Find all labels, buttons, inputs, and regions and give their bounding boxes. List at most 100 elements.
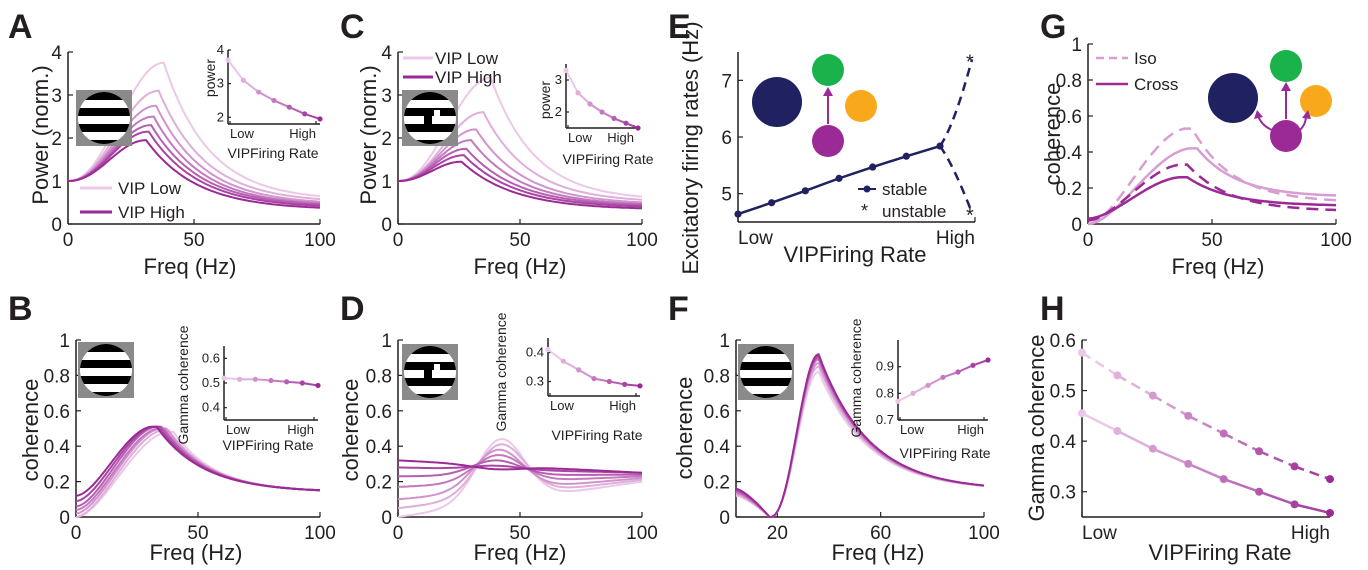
inset-series-segment	[258, 91, 275, 102]
series-line-iso	[1087, 163, 1337, 222]
inset-x-label: VIPFiring Rate	[551, 427, 642, 443]
inset-series-segment	[897, 392, 914, 403]
population-vip-node	[1270, 120, 1302, 152]
legend-label-stable: stable	[882, 180, 927, 199]
y-tick-label: 0.7	[876, 412, 894, 427]
legend: stable * unstable	[858, 180, 946, 221]
panel-g: G 0 50 100 0 0.2 0.4 0.6 0.8 1 Freq (Hz) coheren…	[1040, 8, 1352, 279]
iso-segment	[1152, 394, 1189, 417]
x-tick-label: 100	[626, 230, 658, 251]
panel-letter: F	[668, 290, 689, 328]
y-tick-label: 0.2	[44, 473, 70, 494]
y-tick-label: 0	[719, 508, 730, 529]
series-line	[67, 115, 321, 205]
inset-data-point	[587, 101, 593, 107]
series-line	[67, 139, 321, 209]
iso-segment	[1223, 432, 1260, 453]
network-diagram-icon	[1208, 50, 1332, 152]
series-line	[67, 104, 321, 203]
cross-data-point	[1148, 444, 1157, 453]
inset-data-point	[623, 120, 629, 126]
inset-data-point	[622, 381, 628, 387]
x-axis-label: Freq (Hz)	[144, 254, 237, 279]
y-tick-label: 6	[721, 128, 732, 149]
x-tick-label: 50	[183, 230, 204, 251]
inset-y-label: Gamma coherence	[493, 312, 509, 431]
legend-marker-stable	[863, 185, 871, 193]
x-tick-label: 50	[187, 523, 208, 544]
inset-series-segment	[304, 112, 321, 120]
y-tick-label: 0	[51, 215, 62, 236]
cross-data-point	[1219, 475, 1228, 484]
y-tick-label: 0.2	[1056, 179, 1082, 200]
series-line	[398, 459, 642, 478]
panel-letter: D	[340, 290, 365, 328]
cross-segment	[1258, 490, 1295, 506]
series-line	[398, 154, 643, 208]
x-tick-label: Low	[230, 126, 254, 141]
x-tick-label: 50	[1201, 230, 1222, 251]
y-tick-label: 0.8	[1056, 71, 1082, 92]
y-tick-label: 0.6	[1050, 331, 1076, 352]
legend: VIP Low VIP High	[80, 179, 185, 222]
panel-letter: B	[8, 290, 33, 328]
inset-series-segment	[547, 348, 564, 362]
inset-data-point	[895, 398, 901, 404]
iso-segment	[1081, 351, 1119, 377]
x-tick-label: 100	[968, 523, 1000, 544]
inset-x-label: VIPFiring Rate	[562, 151, 653, 167]
inset-data-point	[635, 125, 641, 131]
inset-series-segment	[578, 369, 595, 380]
legend-marker-unstable: *	[861, 201, 868, 221]
inset-data-point	[299, 380, 305, 386]
series-line	[735, 353, 985, 518]
inset-data-point	[576, 367, 582, 373]
series-line	[75, 425, 321, 497]
inset-y-label: Gamma coherence	[848, 318, 864, 437]
inset-data-point	[286, 104, 292, 110]
inset-data-point	[985, 357, 991, 363]
inset-series-segment	[302, 382, 319, 387]
series-line-cross	[1087, 147, 1337, 226]
x-tick-label: 0	[393, 523, 404, 544]
legend: Iso Cross	[1096, 49, 1178, 94]
panel-h: H Low High 0.3 0.4 0.5 0.6 VIPFiring Rate Gam…	[1024, 290, 1334, 565]
population-sst-node	[812, 54, 844, 86]
x-tick-label: 100	[1320, 230, 1352, 251]
inset-data-point	[955, 369, 961, 375]
inset-series-segment	[957, 364, 974, 373]
y-tick-label: 0.5	[202, 375, 220, 390]
unstable-point: *	[966, 51, 974, 73]
inset-data-point	[925, 382, 931, 388]
inset-x-label: VIPFiring Rate	[222, 437, 313, 453]
y-tick-label: 1	[59, 331, 70, 352]
x-axis-label: Freq (Hz)	[150, 540, 243, 565]
panel-b: B 0 50 100 0 0.2 0.4 0.6 0.8 1 Freq (Hz) coheren…	[8, 290, 336, 565]
x-tick-label: High	[1291, 523, 1330, 544]
cross-segment	[1152, 447, 1189, 466]
inset-c: Low High 2 3	[555, 64, 641, 145]
y-tick-label: 0.4	[202, 400, 220, 415]
stable-point	[734, 210, 742, 218]
y-tick-label: 0.6	[44, 402, 70, 423]
stable-point	[869, 163, 877, 171]
x-tick-label: Low	[900, 422, 924, 437]
inset-series-segment	[273, 99, 290, 109]
inset-b: Low High 0.4 0.5 0.6	[202, 346, 321, 437]
x-tick-label: 60	[870, 523, 891, 544]
grating-icon	[78, 342, 134, 398]
y-tick-label: 1	[381, 331, 392, 352]
inset-data-point	[225, 57, 231, 63]
plot-f: 20 60 100 0 0.2 0.4 0.6 0.8 1	[704, 331, 1000, 544]
population-sst-node	[1270, 50, 1302, 82]
y-tick-label: 0.4	[44, 437, 71, 458]
series-line	[398, 160, 642, 210]
cross-data-point	[1184, 459, 1193, 468]
inset-data-point	[317, 116, 323, 122]
x-tick-label: 0	[63, 230, 74, 251]
cross-data-point	[1113, 427, 1122, 436]
series-line	[67, 124, 321, 206]
legend-label-iso: Iso	[1134, 49, 1157, 68]
panel-f: F 20 60 100 0 0.2 0.4 0.6 0.8 1 Freq (Hz) cohere…	[668, 290, 1000, 565]
y-axis-label: coherence	[338, 379, 363, 482]
